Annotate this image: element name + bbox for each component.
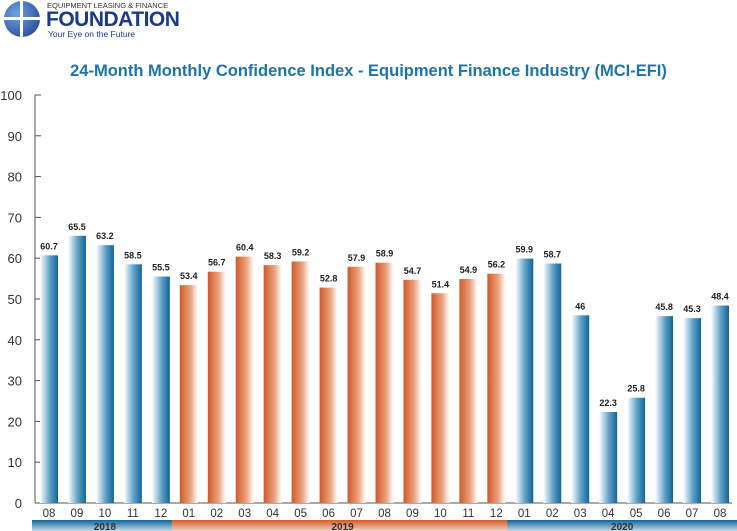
data-label: 52.8: [320, 274, 338, 284]
bar: [263, 265, 282, 503]
data-label: 65.5: [68, 222, 86, 232]
y-tick-label: 70: [8, 210, 22, 225]
data-label: 22.3: [599, 398, 617, 408]
logo-top-text: EQUIPMENT LEASING & FINANCE: [47, 1, 169, 10]
bar: [95, 245, 114, 504]
data-label: 25.8: [627, 384, 645, 394]
data-label: 60.4: [236, 243, 254, 253]
bar: [179, 285, 198, 503]
y-tick-label: 90: [8, 129, 22, 144]
data-label: 46: [575, 301, 585, 311]
x-tick-label: 02: [546, 508, 559, 520]
data-label: 58.9: [376, 249, 394, 259]
y-tick-label: 0: [15, 496, 22, 511]
y-tick-label: 20: [8, 414, 22, 429]
data-label: 53.4: [180, 271, 198, 281]
data-label: 63.2: [96, 231, 114, 241]
bar: [543, 263, 562, 503]
data-label: 59.9: [516, 245, 534, 255]
bar: [459, 279, 478, 503]
data-label: 60.7: [40, 241, 58, 251]
logo-tagline: Your Eye on the Future: [48, 29, 136, 39]
bar: [123, 264, 142, 503]
y-tick-label: 50: [8, 292, 22, 307]
bar: [515, 258, 534, 503]
bar: [431, 293, 450, 503]
y-tick-label: 100: [0, 88, 22, 103]
y-tick-label: 30: [8, 374, 22, 389]
bar: [207, 271, 226, 503]
year-label: 2018: [94, 522, 117, 531]
y-tick-label: 40: [8, 333, 22, 348]
data-label: 45.8: [655, 302, 673, 312]
data-label: 54.7: [404, 266, 422, 276]
x-tick-label: 03: [574, 508, 587, 520]
y-tick-label: 60: [8, 251, 22, 266]
x-tick-label: 03: [238, 508, 251, 520]
data-label: 45.3: [683, 304, 701, 314]
x-tick-label: 06: [322, 508, 335, 520]
x-tick-label: 08: [714, 508, 727, 520]
bar: [40, 255, 58, 503]
logo-main-text: FOUNDATION: [46, 8, 180, 31]
bar: [683, 318, 702, 503]
x-tick-label: 11: [462, 508, 474, 520]
year-band: [507, 520, 737, 531]
x-tick-label: 12: [154, 508, 167, 520]
data-label: 56.7: [208, 258, 226, 268]
data-label: 48.4: [711, 292, 729, 302]
bar: [711, 305, 729, 503]
bar: [235, 256, 254, 503]
x-tick-label: 04: [602, 508, 615, 520]
x-tick-label: 10: [434, 508, 447, 520]
x-tick-label: 07: [350, 508, 363, 520]
bar: [599, 412, 618, 503]
bar: [655, 316, 674, 503]
x-tick-label: 01: [518, 508, 531, 520]
x-tick-label: 01: [182, 508, 195, 520]
y-tick-label: 80: [8, 170, 22, 185]
data-label: 55.5: [152, 263, 170, 273]
bar: [487, 273, 506, 503]
year-label: 2019: [331, 522, 354, 531]
data-label: 58.7: [543, 250, 561, 260]
x-tick-label: 11: [127, 508, 139, 520]
chart-title: 24-Month Monthly Confidence Index - Equi…: [70, 62, 667, 80]
x-tick-label: 04: [266, 508, 279, 520]
x-tick-label: 10: [99, 508, 112, 520]
data-label: 59.2: [292, 247, 310, 257]
x-tick-label: 02: [210, 508, 223, 520]
x-tick-label: 06: [658, 508, 671, 520]
x-tick-label: 09: [406, 508, 419, 520]
bar: [375, 262, 394, 503]
data-label: 54.9: [460, 265, 478, 275]
data-label: 58.5: [124, 250, 142, 260]
bar: [67, 235, 86, 503]
bar: [151, 276, 170, 503]
data-label: 58.3: [264, 251, 282, 261]
x-tick-label: 07: [686, 508, 699, 520]
bar: [627, 397, 646, 503]
globe-logo-icon: [4, 1, 40, 37]
x-tick-label: 05: [294, 508, 307, 520]
bar: [319, 287, 338, 503]
x-tick-label: 08: [43, 508, 56, 520]
year-band: [32, 520, 178, 531]
year-label: 2020: [611, 522, 634, 531]
y-tick-label: 10: [8, 455, 22, 470]
x-tick-label: 12: [490, 508, 503, 520]
x-tick-label: 08: [378, 508, 391, 520]
data-label: 56.2: [488, 260, 506, 270]
data-label: 57.9: [348, 253, 366, 263]
data-label: 51.4: [432, 279, 450, 289]
x-tick-label: 09: [71, 508, 84, 520]
bar: [403, 279, 422, 503]
bar: [291, 261, 310, 503]
year-band: [171, 520, 514, 531]
bar: [347, 266, 366, 503]
x-tick-label: 05: [630, 508, 643, 520]
bar: [571, 315, 590, 503]
